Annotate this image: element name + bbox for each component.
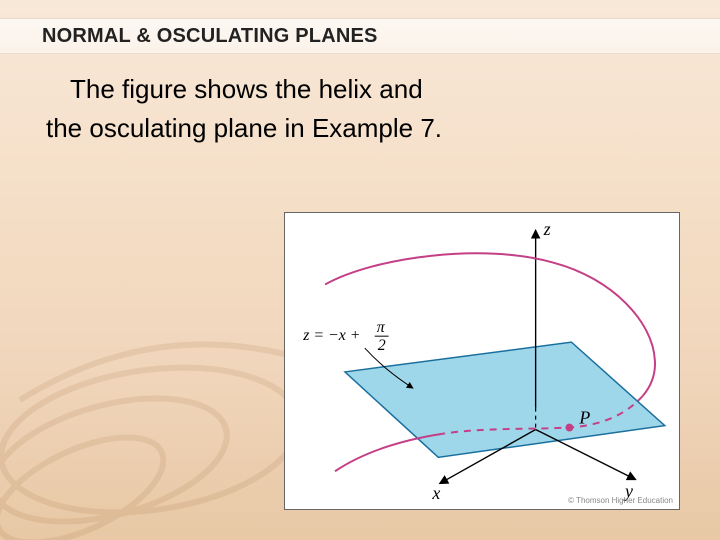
slide-title: NORMAL & OSCULATING PLANES: [42, 25, 378, 48]
point-p-label: P: [578, 408, 590, 428]
figure-credit: © Thomson Higher Education: [568, 496, 673, 505]
body-line-1: The figure shows the helix and: [70, 74, 423, 104]
helix-right-edge: [643, 360, 655, 396]
plane-equation: z = −x + π 2: [302, 319, 388, 354]
figure-panel: z x y P z = −x + π 2: [284, 212, 680, 510]
point-p: [565, 424, 573, 432]
svg-text:π: π: [377, 319, 386, 336]
title-bar: NORMAL & OSCULATING PLANES: [0, 18, 720, 54]
z-axis-label: z: [543, 219, 551, 239]
helix-visible: [325, 253, 655, 360]
x-axis-label: x: [431, 483, 440, 503]
body-line-2: the osculating plane in Example 7.: [46, 113, 442, 143]
svg-text:z = −x +: z = −x +: [302, 327, 360, 344]
svg-text:2: 2: [378, 337, 386, 354]
body-text: The figure shows the helix and the oscul…: [46, 70, 680, 148]
osculating-plane: [345, 342, 665, 457]
helix-osculating-diagram: z x y P z = −x + π 2: [285, 213, 679, 509]
